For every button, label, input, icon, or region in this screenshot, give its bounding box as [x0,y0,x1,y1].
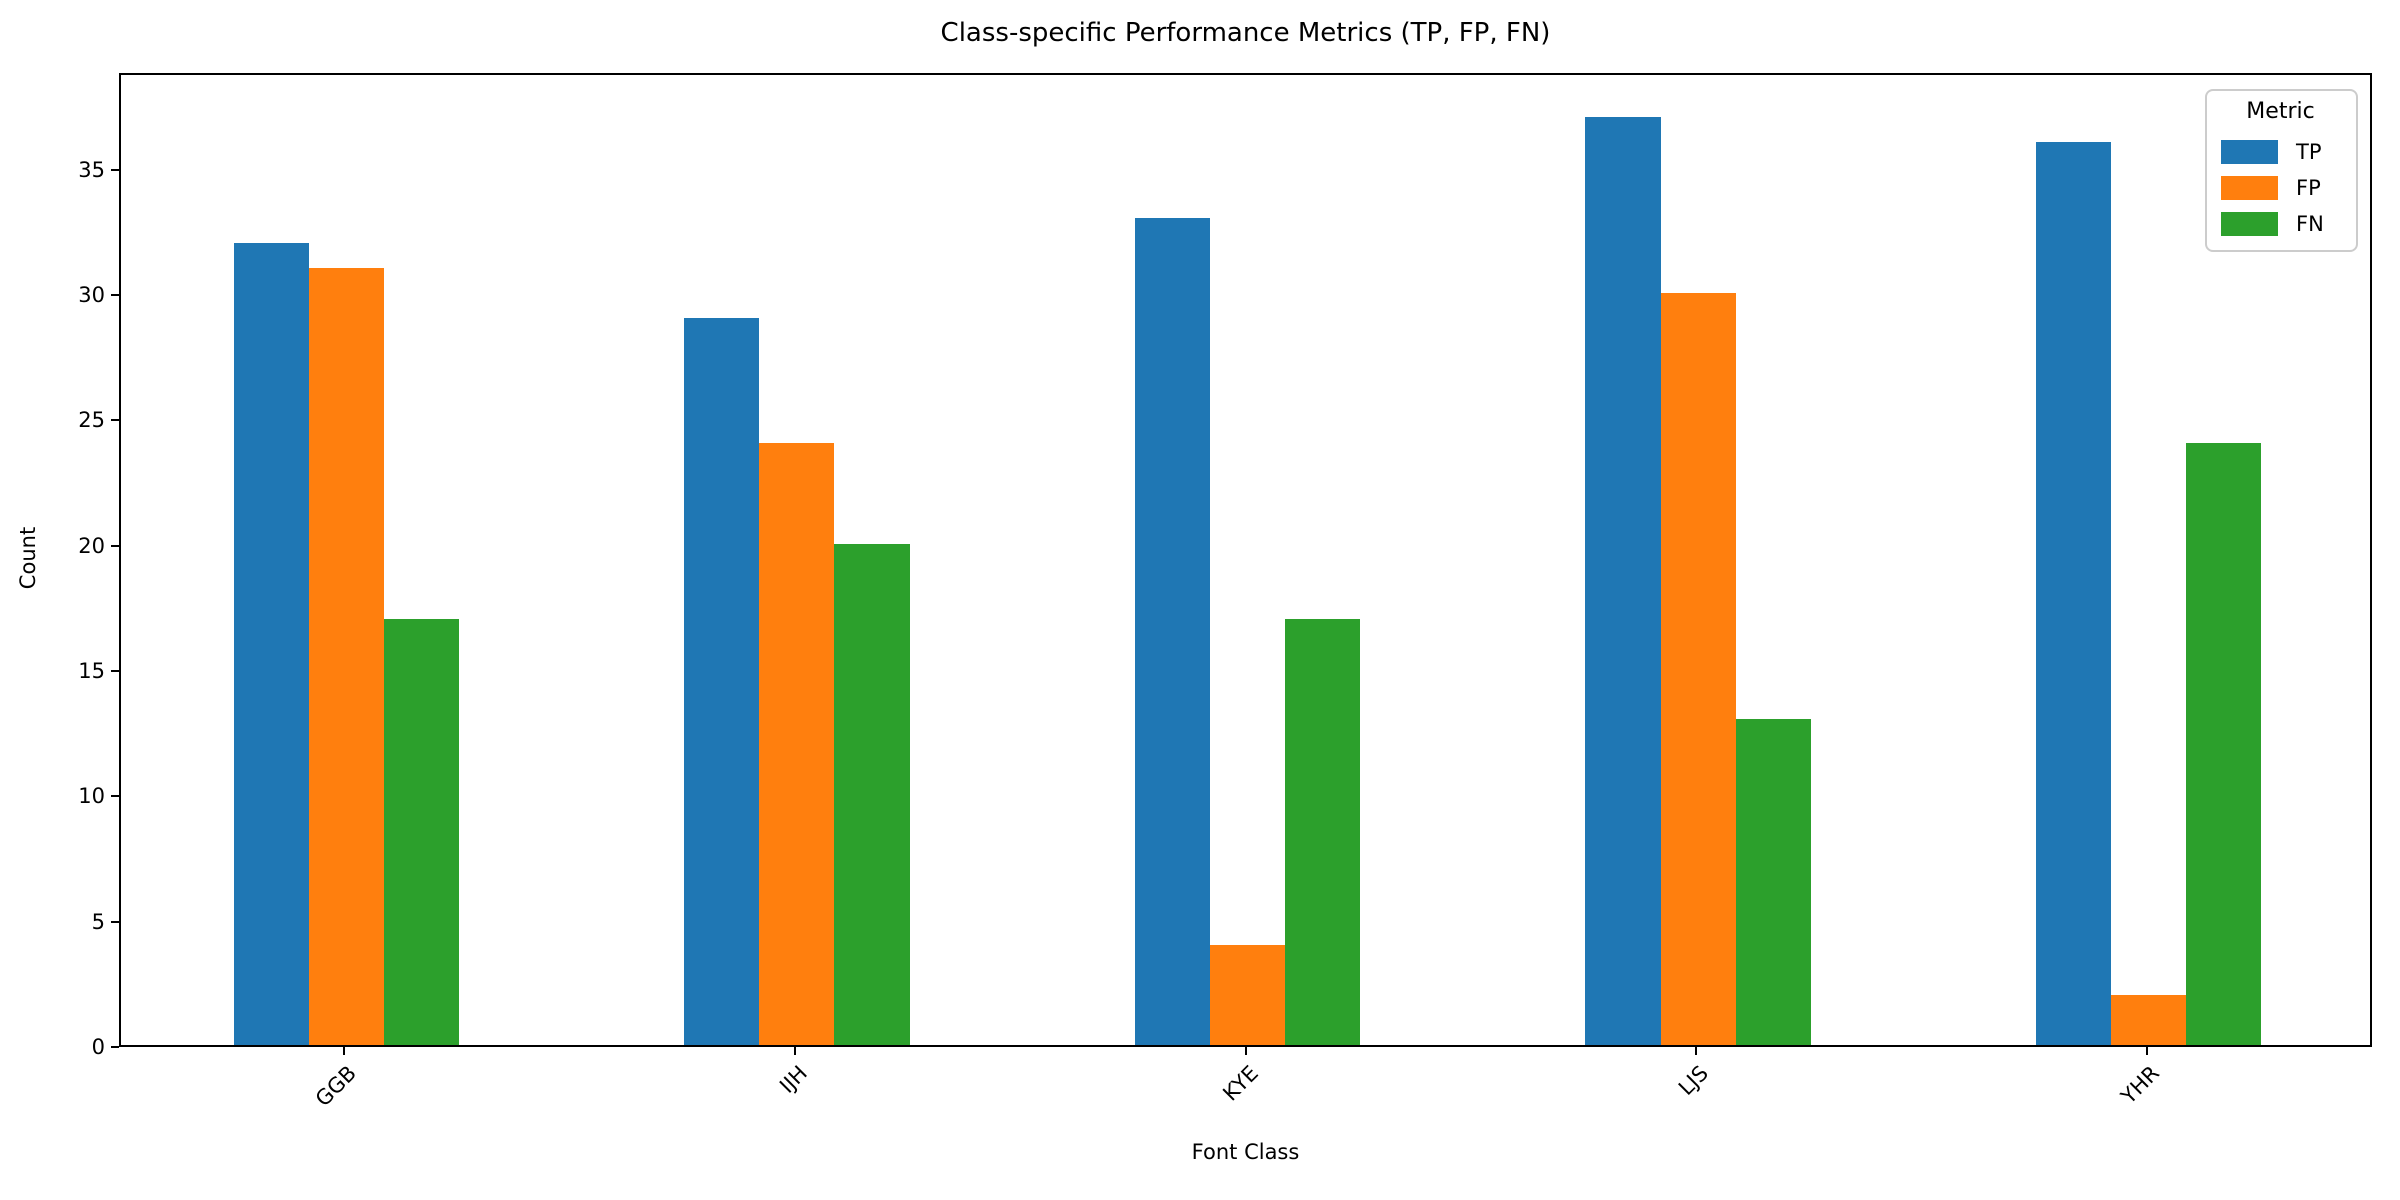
y-tick-mark-5 [111,920,119,923]
legend-swatch-TP-icon [2221,140,2278,164]
y-tick-label-0: 0 [91,1035,105,1059]
legend: Metric TP FP FN [2205,89,2358,252]
legend-swatch-FP-icon [2221,176,2278,200]
x-tick-label-GGB: GGB [311,1061,362,1112]
y-tick-mark-10 [111,795,119,798]
bar-KYE-TP [1134,217,1210,1045]
bar-KYE-FN [1285,618,1361,1045]
legend-item-FP: FP [2221,176,2340,200]
y-tick-mark-25 [111,419,119,422]
y-tick-mark-35 [111,168,119,171]
bar-KYE-FP [1209,944,1286,1045]
x-tick-mark-GGB [343,1047,346,1055]
y-tick-mark-30 [111,293,119,296]
y-tick-label-5: 5 [91,909,105,934]
legend-label-FP: FP [2296,176,2321,200]
x-tick-label-KYE: KYE [1217,1061,1263,1106]
bars-layer [121,75,2370,1045]
legend-item-TP: TP [2221,140,2340,164]
bar-YHR-TP [2036,142,2112,1045]
y-axis-label: Count [16,526,40,590]
bar-IJH-FP [759,443,835,1045]
y-tick-label-30: 30 [78,282,105,307]
x-tick-label-IJH: IJH [774,1061,812,1098]
bar-LJS-FN [1735,719,1811,1045]
x-axis-label: Font Class [1191,1140,1300,1164]
legend-label-FN: FN [2296,212,2324,236]
bar-YHR-FN [2186,443,2262,1045]
legend-swatch-FN-icon [2221,212,2278,236]
x-tick-mark-KYE [1244,1047,1247,1055]
legend-items: TP FP FN [2221,128,2340,236]
bar-GGB-FP [308,267,384,1045]
bar-IJH-TP [684,317,760,1045]
plot-area: Metric TP FP FN [119,73,2372,1047]
y-tick-mark-15 [111,669,119,672]
bar-IJH-FN [834,543,910,1045]
legend-title: Metric [2246,99,2315,124]
x-tick-mark-IJH [793,1047,796,1055]
chart-title: Class-specific Performance Metrics (TP, … [940,18,1551,48]
legend-item-FN: FN [2221,212,2340,236]
bar-LJS-FP [1660,292,1736,1045]
bar-GGB-TP [233,242,309,1045]
bar-GGB-FN [383,618,459,1045]
y-tick-label-35: 35 [78,157,105,182]
x-tick-mark-LJS [1695,1047,1698,1055]
legend-label-TP: TP [2296,140,2322,164]
bar-YHR-FP [2111,994,2187,1045]
y-tick-mark-20 [111,544,119,547]
y-tick-mark-0 [111,1046,119,1048]
bar-LJS-TP [1585,117,1661,1045]
x-tick-label-LJS: LJS [1674,1061,1714,1101]
x-tick-mark-YHR [2145,1047,2148,1055]
x-tick-label-YHR: YHR [2116,1061,2164,1109]
